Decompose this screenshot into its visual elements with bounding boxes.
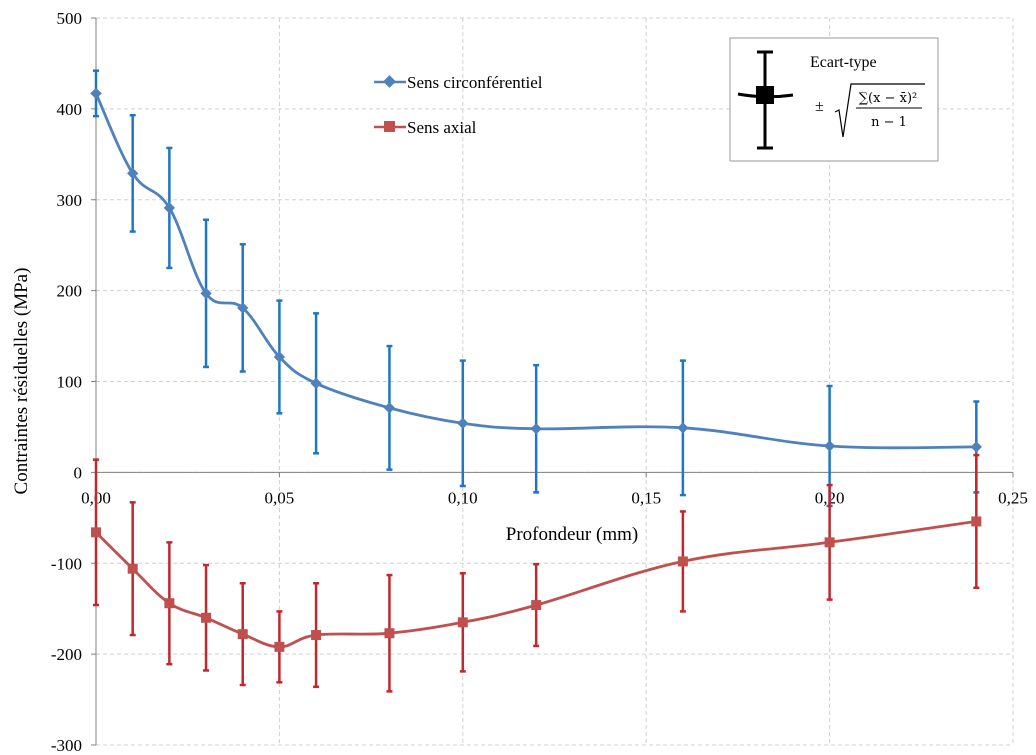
- series-line: [95, 520, 977, 649]
- sqrt-symbol-icon: [834, 83, 925, 138]
- data-point: [274, 641, 285, 652]
- series-line: [94, 92, 977, 450]
- data-point: [677, 422, 689, 434]
- error-bar-symbol-icon: [737, 50, 794, 150]
- data-point: [531, 600, 542, 611]
- formula-denominator: n − 1: [871, 115, 907, 130]
- data-point: [127, 563, 138, 574]
- data-point: [971, 516, 982, 527]
- x-tick-label: 0,10: [448, 488, 478, 507]
- x-tick-label: 0,15: [631, 488, 661, 507]
- data-point: [163, 202, 176, 214]
- x-axis-title: Profondeur (mm): [506, 524, 638, 545]
- legend-label-axial: Sens axial: [407, 118, 477, 137]
- data-point: [823, 440, 836, 452]
- y-tick-label: 200: [57, 282, 83, 301]
- data-point: [200, 287, 212, 300]
- legend-item-axial: Sens axial: [374, 118, 477, 137]
- data-point: [970, 441, 982, 453]
- note-title: Ecart-type: [810, 54, 877, 71]
- data-point: [677, 556, 688, 567]
- data-point: [237, 302, 249, 314]
- legend-label-circumferential: Sens circonférentiel: [407, 73, 543, 92]
- y-tick-label: 0: [74, 463, 83, 482]
- data-point: [164, 598, 175, 609]
- series-axial: [91, 453, 982, 693]
- y-tick-label: 100: [57, 373, 83, 392]
- y-tick-label: -200: [51, 645, 82, 664]
- formula-numerator: ∑(x − x̄)²: [859, 91, 917, 106]
- data-point: [91, 527, 101, 538]
- data-point: [383, 402, 396, 414]
- legend-marker-axial: [384, 121, 395, 132]
- y-axis-title: Contraintes résiduelles (MPa): [11, 268, 32, 495]
- data-point: [201, 612, 212, 623]
- data-point: [457, 417, 469, 429]
- data-point: [127, 167, 139, 180]
- note-plus-minus: ±: [815, 98, 824, 115]
- data-point: [457, 617, 468, 628]
- std-dev-note: Ecart-type ± ∑(x − x̄)² n − 1: [729, 37, 939, 162]
- legend-marker-circumferential: [383, 75, 396, 88]
- data-point: [530, 423, 542, 435]
- y-tick-label: -300: [51, 736, 82, 755]
- y-tick-label: 300: [57, 191, 83, 210]
- data-point: [384, 628, 395, 639]
- data-point: [824, 537, 835, 548]
- data-point: [311, 630, 322, 641]
- data-point: [90, 87, 102, 100]
- y-tick-label: 400: [57, 100, 83, 119]
- data-point: [237, 629, 248, 640]
- legend-item-circumferential: Sens circonférentiel: [374, 73, 543, 92]
- x-tick-label: 0,05: [265, 488, 295, 507]
- data-point: [310, 377, 322, 389]
- y-tick-label: 500: [57, 9, 83, 28]
- data-point: [273, 351, 286, 363]
- series-circumferential: [90, 69, 982, 508]
- x-tick-label: 0,25: [998, 488, 1028, 507]
- y-tick-label: -100: [51, 554, 82, 573]
- legend: Sens circonférentiel Sens axial: [374, 73, 543, 137]
- series: [90, 69, 982, 693]
